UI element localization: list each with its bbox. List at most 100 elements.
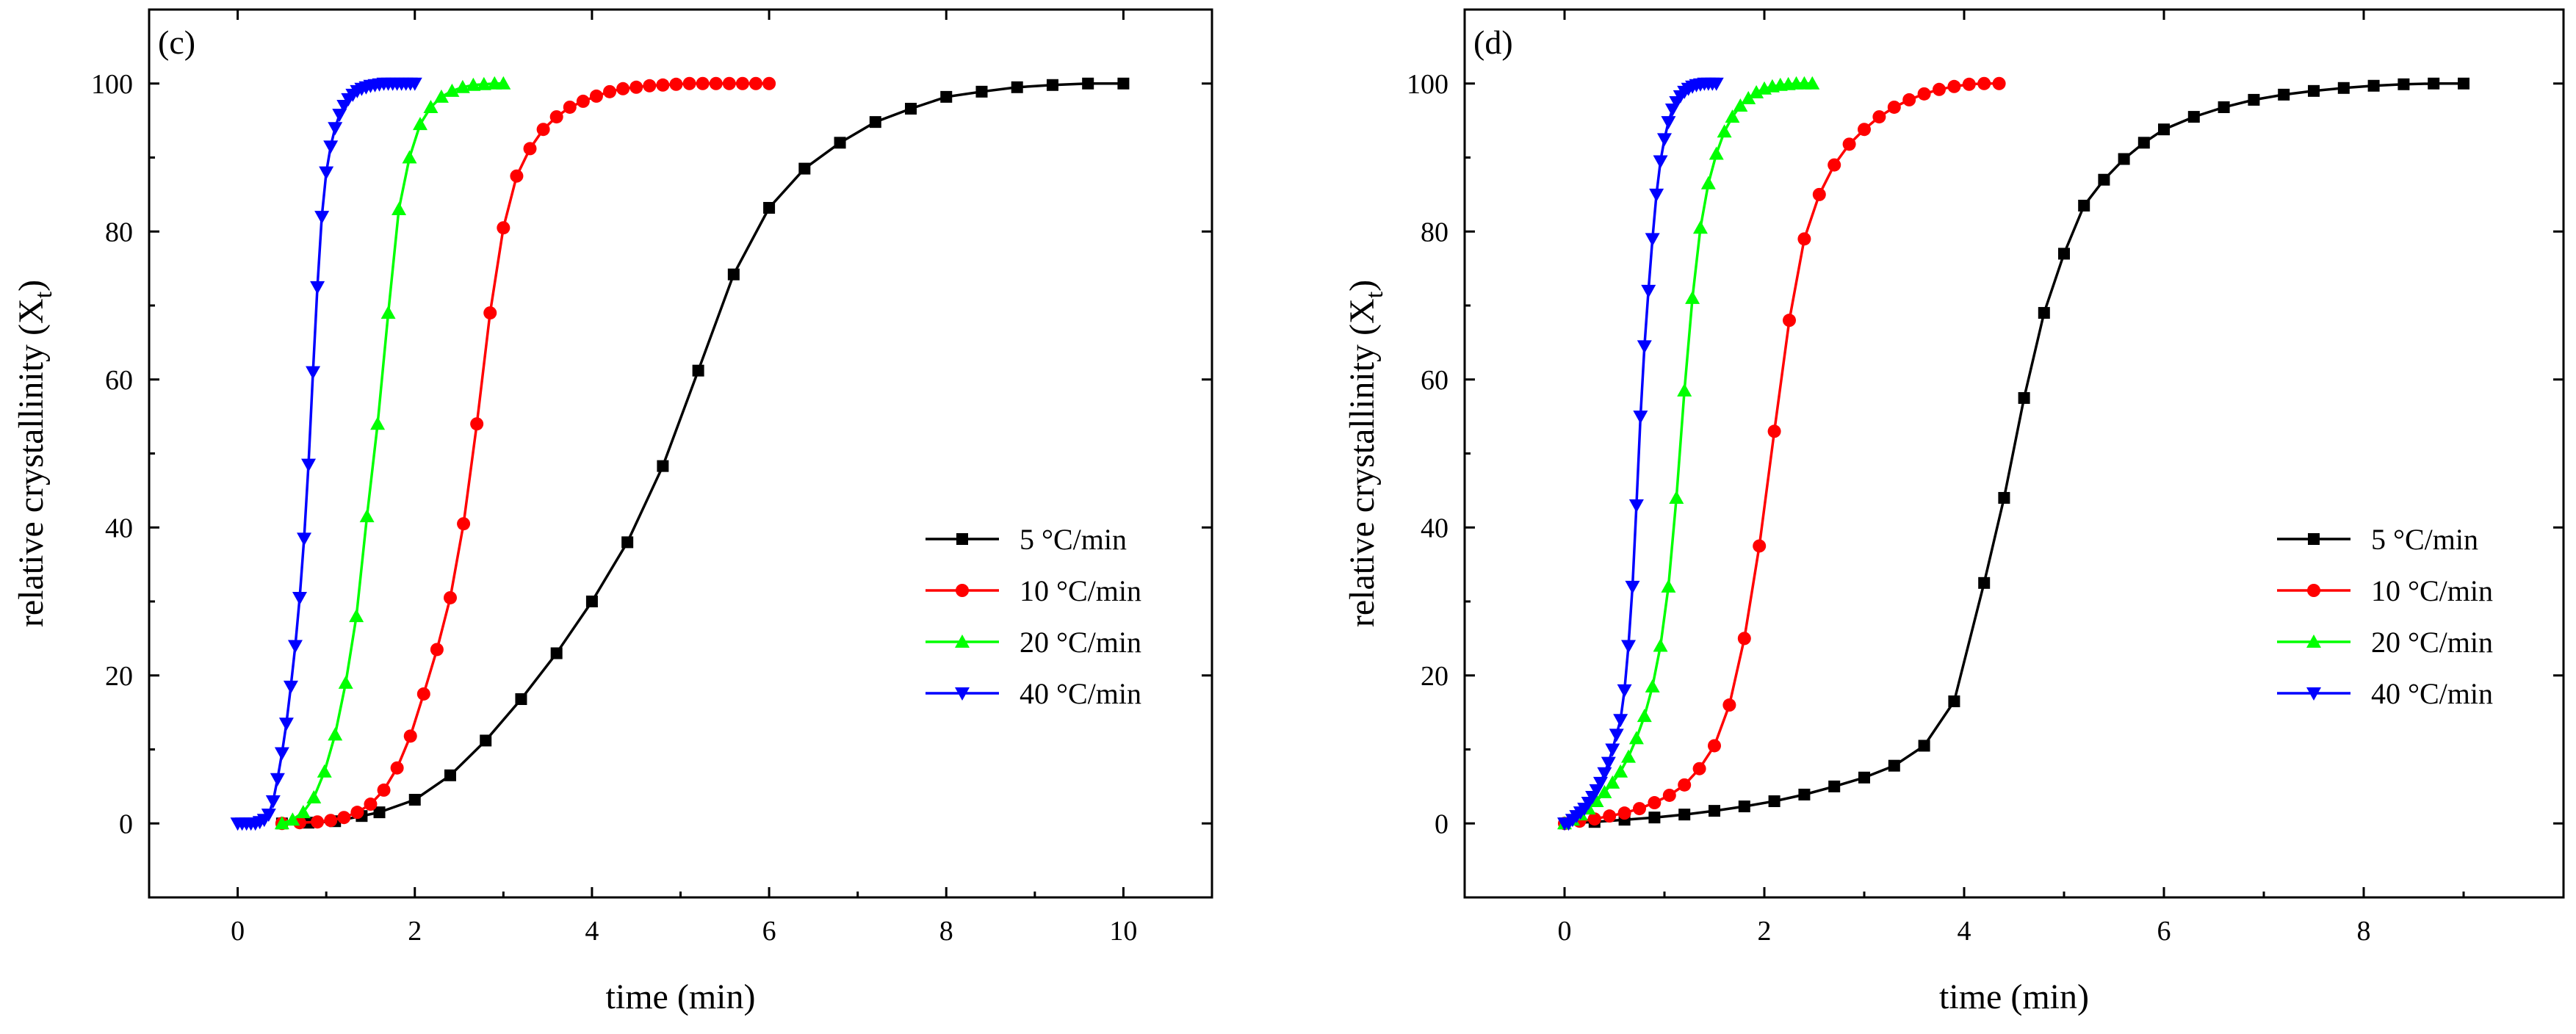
y-tick-label: 60 bbox=[1421, 365, 1448, 396]
data-point bbox=[1741, 90, 1756, 104]
data-point bbox=[1692, 220, 1708, 234]
data-point bbox=[283, 680, 298, 694]
legend-marker bbox=[2306, 634, 2321, 648]
data-point bbox=[549, 110, 563, 124]
data-point bbox=[1613, 764, 1628, 778]
data-point bbox=[1709, 146, 1724, 160]
data-point bbox=[1902, 93, 1916, 106]
y-axis-title-main: relative crystallinity (X bbox=[1343, 298, 1382, 627]
data-point bbox=[1637, 340, 1652, 354]
data-point bbox=[621, 536, 634, 549]
data-point bbox=[589, 89, 603, 103]
x-tick-label: 8 bbox=[939, 916, 953, 947]
data-point bbox=[682, 76, 696, 90]
data-point bbox=[748, 76, 762, 90]
data-point bbox=[1685, 290, 1700, 304]
data-point bbox=[510, 169, 524, 183]
data-point bbox=[1603, 809, 1617, 823]
data-point bbox=[390, 761, 404, 775]
panel-label: (d) bbox=[1473, 24, 1513, 61]
y-axis-title-subscript: t bbox=[30, 291, 57, 298]
legend-marker bbox=[955, 634, 970, 648]
data-point bbox=[377, 783, 391, 797]
legend-marker bbox=[2307, 584, 2320, 597]
data-point bbox=[1648, 796, 1662, 810]
series-square bbox=[275, 77, 1130, 830]
data-point bbox=[497, 221, 510, 235]
data-point bbox=[1708, 739, 1721, 753]
x-tick-label: 2 bbox=[408, 916, 422, 947]
data-point bbox=[430, 643, 444, 657]
data-point bbox=[2187, 111, 2200, 123]
data-point bbox=[1653, 155, 1668, 169]
data-point bbox=[1962, 77, 1976, 91]
data-point bbox=[1737, 632, 1751, 646]
data-point bbox=[380, 306, 396, 319]
data-point bbox=[433, 89, 449, 103]
data-point bbox=[1669, 490, 1684, 504]
series-circle bbox=[1558, 76, 2006, 831]
data-point bbox=[905, 103, 917, 115]
data-point bbox=[696, 76, 710, 90]
data-point bbox=[1613, 714, 1628, 728]
data-point bbox=[1978, 576, 1991, 589]
y-axis-title: relative crystallinity (Xt) bbox=[1343, 280, 1388, 627]
x-tick-label: 6 bbox=[762, 916, 776, 947]
data-point bbox=[310, 281, 325, 294]
data-point bbox=[1842, 137, 1856, 151]
legend-label: 10 °C/min bbox=[1020, 574, 1141, 607]
y-axis-title-main: relative crystallinity (X bbox=[12, 298, 51, 627]
legend: 5 °C/min 10 °C/min 20 °C/min 40 °C/min bbox=[926, 523, 1141, 710]
y-tick-label: 60 bbox=[105, 365, 133, 396]
data-point bbox=[2137, 137, 2150, 149]
data-point bbox=[455, 79, 470, 93]
data-point bbox=[585, 596, 598, 607]
series-line bbox=[281, 82, 770, 825]
data-point bbox=[319, 166, 334, 180]
x-axis-title: time (min) bbox=[606, 977, 756, 1016]
data-point bbox=[1609, 728, 1624, 742]
data-point bbox=[470, 417, 484, 431]
data-point bbox=[1605, 743, 1620, 757]
data-point bbox=[364, 798, 378, 811]
data-point bbox=[692, 364, 704, 377]
data-point bbox=[1709, 77, 1724, 91]
data-point bbox=[536, 123, 550, 137]
data-point bbox=[297, 532, 312, 546]
data-point bbox=[1798, 788, 1811, 800]
data-point bbox=[1628, 499, 1644, 513]
data-point bbox=[483, 306, 497, 320]
data-point bbox=[1637, 709, 1652, 723]
data-point bbox=[763, 202, 776, 214]
data-point bbox=[1918, 740, 1930, 752]
data-point bbox=[1592, 776, 1608, 790]
x-tick-label: 6 bbox=[2157, 916, 2171, 947]
data-point bbox=[265, 795, 281, 809]
data-point bbox=[1992, 76, 2006, 90]
data-point bbox=[643, 79, 657, 93]
data-point bbox=[332, 109, 347, 123]
data-point bbox=[2308, 84, 2320, 97]
y-tick-label: 100 bbox=[1407, 69, 1448, 100]
data-point bbox=[292, 591, 307, 605]
legend-marker bbox=[956, 584, 969, 597]
data-point bbox=[1601, 756, 1616, 770]
data-point bbox=[1749, 84, 1764, 98]
data-point bbox=[1768, 795, 1781, 808]
data-point bbox=[940, 90, 953, 103]
y-tick-label: 0 bbox=[1435, 809, 1448, 839]
data-point bbox=[603, 84, 617, 98]
data-point bbox=[324, 814, 338, 828]
x-tick-label: 4 bbox=[1958, 916, 1971, 947]
data-point bbox=[1641, 284, 1656, 298]
data-point bbox=[1805, 76, 1820, 90]
x-tick-label: 8 bbox=[2357, 916, 2371, 947]
data-point bbox=[1858, 123, 1871, 137]
data-point bbox=[1605, 775, 1620, 789]
data-point bbox=[1633, 802, 1646, 816]
data-point bbox=[1597, 784, 1612, 798]
data-point bbox=[616, 82, 630, 95]
x-tick-label: 0 bbox=[1558, 916, 1572, 947]
data-point bbox=[423, 99, 439, 113]
data-point bbox=[1677, 383, 1692, 397]
